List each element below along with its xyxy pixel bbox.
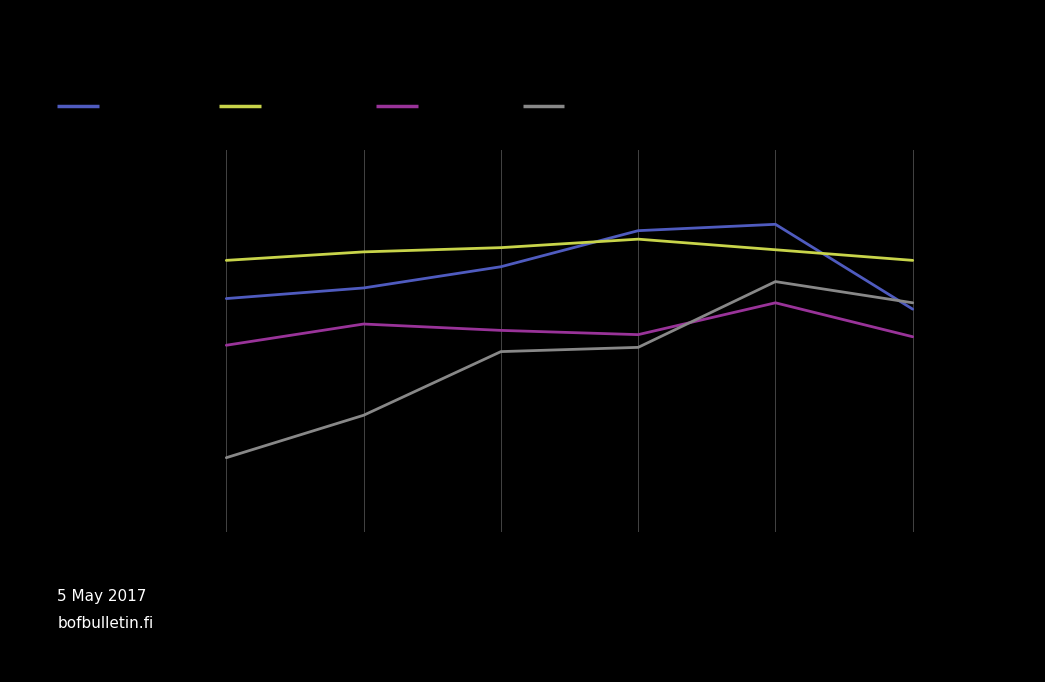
Text: 5 May 2017: 5 May 2017 <box>57 589 147 604</box>
Text: bofbulletin.fi: bofbulletin.fi <box>57 616 154 631</box>
